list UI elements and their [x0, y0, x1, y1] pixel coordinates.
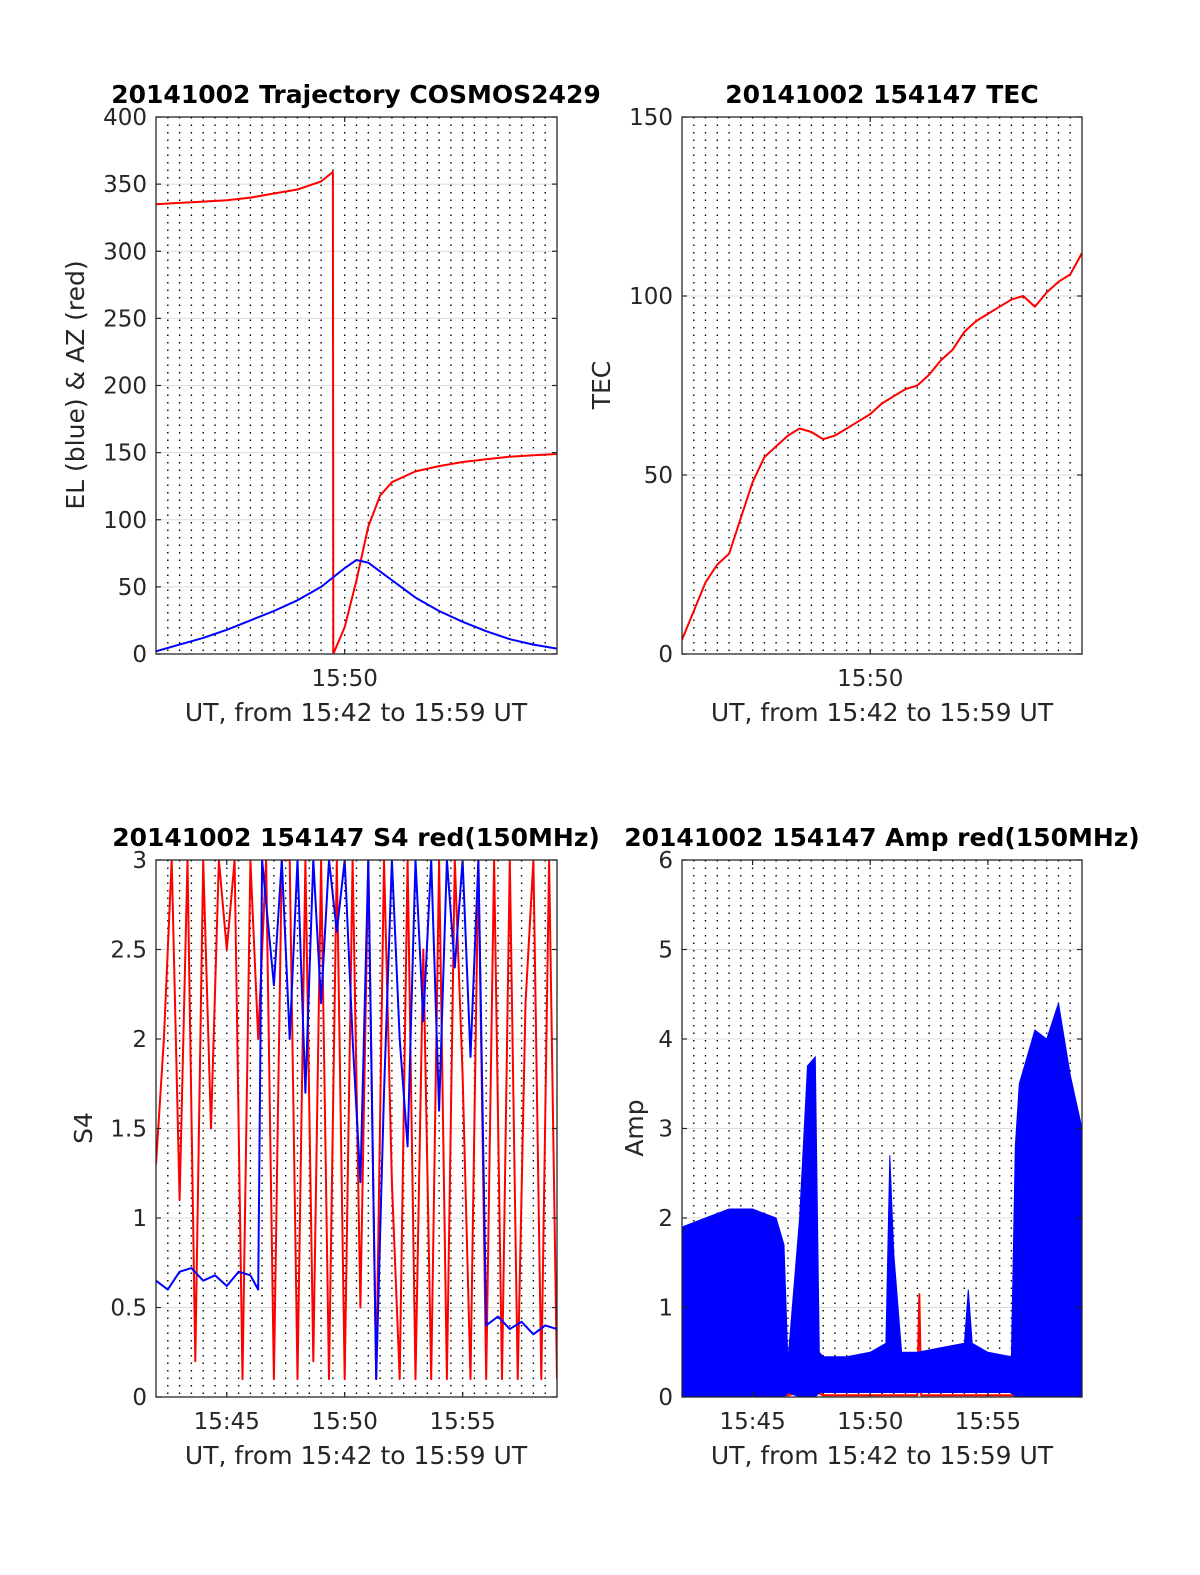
y-tick-label: 350 — [103, 172, 147, 198]
y-tick-label: 150 — [629, 105, 673, 131]
y-tick-label: 0 — [132, 642, 147, 668]
y-tick-label: 2 — [132, 1027, 147, 1053]
x-axis-label: UT, from 15:42 to 15:59 UT — [711, 698, 1054, 727]
grid — [156, 117, 557, 654]
plot-frame — [681, 116, 1083, 655]
x-tick-label: 15:55 — [429, 1409, 495, 1435]
x-tick-label: 15:50 — [312, 1409, 378, 1435]
y-tick-label: 50 — [644, 463, 673, 489]
ticks: 0 50 100 150 200 250 300 350 400 15:50 — [103, 105, 557, 692]
y-tick-label: 0 — [658, 1385, 673, 1411]
series-layer — [682, 252, 1082, 641]
x-tick-label: 15:55 — [955, 1409, 1021, 1435]
series-layer — [156, 860, 557, 1381]
y-tick-label: 400 — [103, 105, 147, 131]
series-1-band — [682, 1003, 1082, 1397]
series-1-line — [156, 559, 557, 653]
ticks: 0 0.5 1 1.5 2 2.5 3 15:45 15:50 15:55 — [110, 848, 557, 1435]
x-tick-label: 15:50 — [837, 666, 903, 692]
series-0-line — [682, 252, 1082, 641]
y-tick-label: 0.5 — [110, 1296, 147, 1322]
y-tick-label: 3 — [132, 848, 147, 874]
panel-amp: 0 1 2 3 4 5 6 15:45 15:50 15:55 20141002 154147 A… — [620, 823, 1140, 1470]
series-layer — [156, 171, 557, 654]
y-tick-label: 0 — [658, 642, 673, 668]
y-axis-label: EL (blue) & AZ (red) — [61, 260, 90, 509]
x-axis-label: UT, from 15:42 to 15:59 UT — [711, 1441, 1054, 1470]
y-tick-label: 2 — [658, 1206, 673, 1232]
panel-tec: 0 50 100 150 15:50 20141002 154147 TEC UT, f… — [587, 80, 1083, 727]
y-axis-label: Amp — [620, 1099, 649, 1156]
y-tick-label: 1 — [132, 1206, 147, 1232]
series-0-line — [156, 171, 557, 654]
x-tick-label: 15:50 — [837, 1409, 903, 1435]
y-tick-label: 1 — [658, 1296, 673, 1322]
y-tick-label: 4 — [658, 1027, 673, 1053]
chart-title: 20141002 154147 S4 red(150MHz) — [112, 823, 600, 852]
panel-trajectory: 0 50 100 150 200 250 300 350 400 15:50 20141002 T… — [61, 80, 601, 727]
y-tick-label: 3 — [658, 1117, 673, 1143]
y-tick-label: 0 — [132, 1385, 147, 1411]
grid — [682, 117, 1082, 654]
y-tick-label: 100 — [629, 284, 673, 310]
y-tick-label: 250 — [103, 306, 147, 332]
x-axis-label: UT, from 15:42 to 15:59 UT — [185, 1441, 528, 1470]
y-tick-label: 100 — [103, 508, 147, 534]
y-tick-label: 150 — [103, 441, 147, 467]
series-1-line — [156, 860, 557, 1381]
y-tick-label: 6 — [658, 848, 673, 874]
chart-title: 20141002 154147 TEC — [725, 80, 1038, 109]
y-tick-label: 1.5 — [110, 1117, 147, 1143]
ticks: 0 50 100 150 15:50 — [629, 105, 1082, 692]
y-axis-label: TEC — [587, 361, 616, 411]
plot-area — [682, 117, 1082, 654]
chart-title: 20141002 154147 Amp red(150MHz) — [624, 823, 1140, 852]
x-tick-label: 15:45 — [194, 1409, 260, 1435]
ticks: 0 1 2 3 4 5 6 15:45 15:50 15:55 — [658, 848, 1082, 1435]
x-axis-label: UT, from 15:42 to 15:59 UT — [185, 698, 528, 727]
y-tick-label: 200 — [103, 374, 147, 400]
chart-title: 20141002 Trajectory COSMOS2429 — [111, 80, 601, 109]
x-tick-label: 15:45 — [719, 1409, 785, 1435]
series-layer — [682, 1003, 1082, 1397]
series-0-line — [156, 860, 557, 1381]
x-tick-label: 15:50 — [312, 666, 378, 692]
y-tick-label: 50 — [118, 575, 147, 601]
y-tick-label: 2.5 — [110, 938, 147, 964]
y-tick-label: 5 — [658, 938, 673, 964]
panel-s4: 0 0.5 1 1.5 2 2.5 3 15:45 15:50 15:55 20141002 15… — [69, 823, 600, 1470]
y-tick-label: 300 — [103, 239, 147, 265]
y-axis-label: S4 — [69, 1112, 98, 1144]
